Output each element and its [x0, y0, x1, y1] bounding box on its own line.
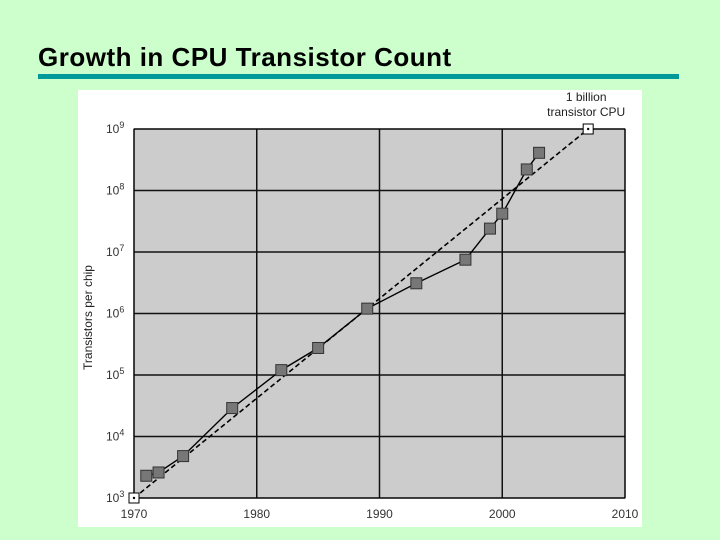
slide-title: Growth in CPU Transistor Count [38, 42, 452, 72]
chart-panel: 1970 1980 1990 2000 2010 103 104 105 106 107 108 10… [78, 90, 642, 527]
tick-labels: 1970 1980 1990 2000 2010 103 104 105 106 107 108 10… [106, 120, 639, 521]
y-tick-label: 107 [106, 243, 124, 259]
cpu-data-point [496, 207, 509, 220]
trend-endpoint-dot [586, 127, 590, 131]
x-tick-label: 2010 [612, 507, 639, 521]
cpu-data-point [140, 469, 153, 482]
cpu-data-point [410, 277, 423, 290]
cpu-data-point [226, 402, 239, 415]
transistor-count-chart: 1970 1980 1990 2000 2010 103 104 105 106 107 108 10… [81, 90, 639, 521]
cpu-data-point [152, 466, 165, 479]
cpu-data-point [459, 253, 472, 266]
x-tick-label: 1970 [121, 507, 148, 521]
y-tick-label: 104 [106, 428, 124, 444]
annotation-text: transistor CPU [547, 105, 625, 119]
cpu-data-point [177, 450, 190, 463]
series-markers [128, 123, 594, 504]
x-tick-label: 2000 [489, 507, 516, 521]
y-axis-label: Transistors per chip [81, 265, 95, 370]
y-tick-label: 103 [106, 489, 124, 505]
cpu-data-point [520, 163, 533, 176]
cpu-data-point [533, 146, 546, 159]
y-tick-label: 106 [106, 305, 124, 321]
annotation-text: 1 billion [566, 90, 607, 104]
x-tick-label: 1980 [243, 507, 270, 521]
y-tick-label: 105 [106, 366, 124, 382]
x-tick-label: 1990 [366, 507, 393, 521]
trend-endpoint-dot [132, 496, 136, 500]
cpu-data-point [312, 341, 325, 354]
y-tick-label: 109 [106, 120, 124, 136]
cpu-data-point [483, 222, 496, 235]
trend-line [133, 128, 589, 499]
plot-frame [133, 128, 626, 499]
y-tick-label: 108 [106, 182, 124, 198]
grid [133, 128, 626, 499]
cpu-data-point [275, 364, 288, 377]
title-underline [38, 74, 679, 79]
cpu-data-point [361, 302, 374, 315]
